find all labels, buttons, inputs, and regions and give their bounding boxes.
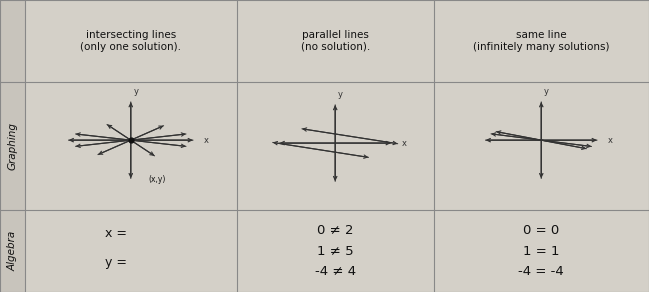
Text: Algebra: Algebra — [7, 231, 18, 271]
Text: 1 = 1: 1 = 1 — [523, 245, 559, 258]
Bar — [25, 210, 237, 292]
Text: y: y — [544, 87, 549, 96]
Text: (x,y): (x,y) — [148, 175, 165, 184]
Text: Graphing: Graphing — [7, 122, 18, 170]
Text: 0 = 0: 0 = 0 — [523, 224, 559, 237]
Text: x: x — [401, 139, 406, 147]
Bar — [237, 210, 434, 292]
Text: 1 ≠ 5: 1 ≠ 5 — [317, 245, 354, 258]
Bar — [434, 0, 649, 82]
Bar — [237, 0, 434, 82]
Text: parallel lines
(no solution).: parallel lines (no solution). — [300, 30, 370, 52]
Bar — [25, 0, 237, 82]
Text: 0 ≠ 2: 0 ≠ 2 — [317, 224, 354, 237]
Text: intersecting lines
(only one solution).: intersecting lines (only one solution). — [80, 30, 181, 52]
Bar — [237, 82, 434, 210]
Text: x: x — [204, 136, 208, 145]
Bar — [434, 82, 649, 210]
Bar — [25, 82, 237, 210]
Text: y: y — [338, 90, 343, 99]
Text: y: y — [134, 87, 138, 96]
Text: x: x — [607, 136, 613, 145]
Text: -4 = -4: -4 = -4 — [519, 265, 564, 278]
Bar — [0, 0, 25, 292]
Text: -4 ≠ 4: -4 ≠ 4 — [315, 265, 356, 278]
Text: same line
(infinitely many solutions): same line (infinitely many solutions) — [473, 30, 609, 52]
Text: y =: y = — [105, 256, 127, 269]
Text: x =: x = — [105, 227, 127, 240]
Bar — [434, 210, 649, 292]
